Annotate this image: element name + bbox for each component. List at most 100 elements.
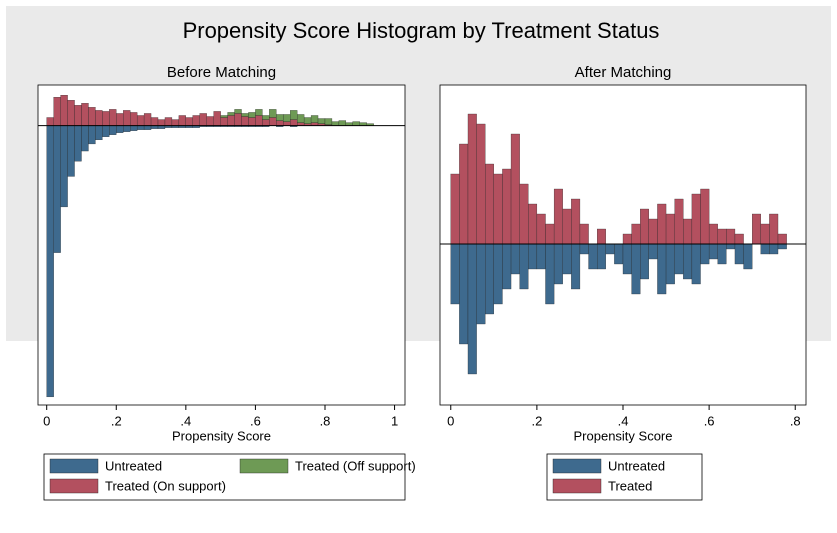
- bar: [571, 243, 581, 290]
- bar: [88, 125, 96, 145]
- x-tick-label: .4: [618, 413, 629, 428]
- bar: [493, 173, 503, 245]
- bar: [622, 233, 632, 245]
- bar: [130, 125, 138, 131]
- bar: [352, 121, 360, 126]
- bar: [597, 243, 606, 270]
- bar: [665, 213, 675, 245]
- bar: [734, 233, 744, 245]
- bar: [579, 243, 589, 255]
- bar: [95, 125, 103, 141]
- bar: [150, 117, 159, 126]
- bar: [290, 110, 298, 120]
- bar: [178, 115, 186, 126]
- bar: [622, 243, 632, 275]
- bar: [255, 115, 263, 126]
- bar: [109, 125, 117, 135]
- bar: [317, 118, 326, 124]
- bar: [588, 243, 598, 270]
- bar: [657, 203, 667, 245]
- bar: [683, 218, 693, 245]
- bar: [241, 116, 249, 126]
- legend-swatch: [239, 458, 289, 474]
- bar: [536, 243, 546, 270]
- x-tick-label: .6: [250, 413, 261, 428]
- bar: [290, 119, 298, 126]
- bar: [777, 243, 787, 250]
- bar: [640, 243, 649, 280]
- bar: [485, 243, 494, 315]
- bar: [485, 163, 494, 245]
- bar: [450, 243, 460, 305]
- bar: [60, 125, 68, 208]
- bar: [545, 223, 555, 245]
- bar: [760, 223, 770, 245]
- bar: [164, 117, 173, 126]
- bar: [614, 243, 624, 265]
- bar: [95, 110, 103, 126]
- bar: [74, 105, 82, 126]
- bar: [269, 117, 277, 126]
- bar: [777, 233, 787, 245]
- legend-label: Untreated: [105, 458, 162, 473]
- x-tick-label: .4: [180, 413, 191, 428]
- bar: [283, 114, 291, 122]
- bar: [276, 120, 284, 126]
- x-tick-label: 0: [43, 413, 50, 428]
- x-tick-label: .8: [790, 413, 801, 428]
- bar: [528, 203, 538, 245]
- bar: [248, 117, 256, 126]
- bar: [631, 223, 641, 245]
- legend-swatch: [552, 458, 602, 474]
- x-tick-label: .8: [320, 413, 331, 428]
- bar: [459, 243, 469, 345]
- bar: [648, 243, 658, 260]
- bar: [640, 208, 649, 245]
- bar: [657, 243, 667, 295]
- bar: [502, 243, 512, 290]
- bar: [700, 188, 710, 245]
- bar: [53, 97, 61, 126]
- bar: [192, 115, 200, 126]
- bar: [324, 118, 333, 125]
- bar: [760, 243, 770, 255]
- bar: [752, 213, 761, 245]
- bar: [562, 208, 572, 245]
- bar: [579, 223, 589, 245]
- bar: [213, 111, 221, 126]
- bar: [199, 113, 207, 126]
- bar: [331, 121, 340, 126]
- bar: [493, 243, 503, 305]
- legend-label: Treated: [608, 478, 652, 493]
- bar: [283, 121, 291, 126]
- bar: [276, 114, 284, 121]
- bar: [234, 113, 242, 126]
- bar: [102, 125, 110, 137]
- bar: [157, 119, 166, 126]
- bar: [476, 243, 486, 325]
- bar: [597, 228, 606, 245]
- bar: [700, 243, 710, 265]
- bar: [255, 109, 263, 116]
- legend-swatch: [552, 478, 602, 494]
- x-tick-label: 1: [391, 413, 398, 428]
- bar: [605, 243, 615, 255]
- bar: [123, 110, 131, 126]
- bar: [648, 218, 658, 245]
- bar: [536, 213, 546, 245]
- bar: [234, 109, 242, 114]
- bar: [227, 112, 235, 116]
- bar: [303, 117, 312, 124]
- bar: [691, 243, 701, 285]
- bar: [67, 125, 75, 177]
- bar: [46, 117, 54, 126]
- bar: [88, 107, 96, 126]
- bar: [683, 243, 693, 280]
- bar: [102, 111, 110, 126]
- legend-swatch: [49, 478, 99, 494]
- bar: [136, 115, 145, 126]
- legend-label: Untreated: [608, 458, 665, 473]
- legend-swatch: [49, 458, 99, 474]
- bar: [143, 113, 152, 126]
- x-axis-label: Propensity Score: [574, 428, 673, 443]
